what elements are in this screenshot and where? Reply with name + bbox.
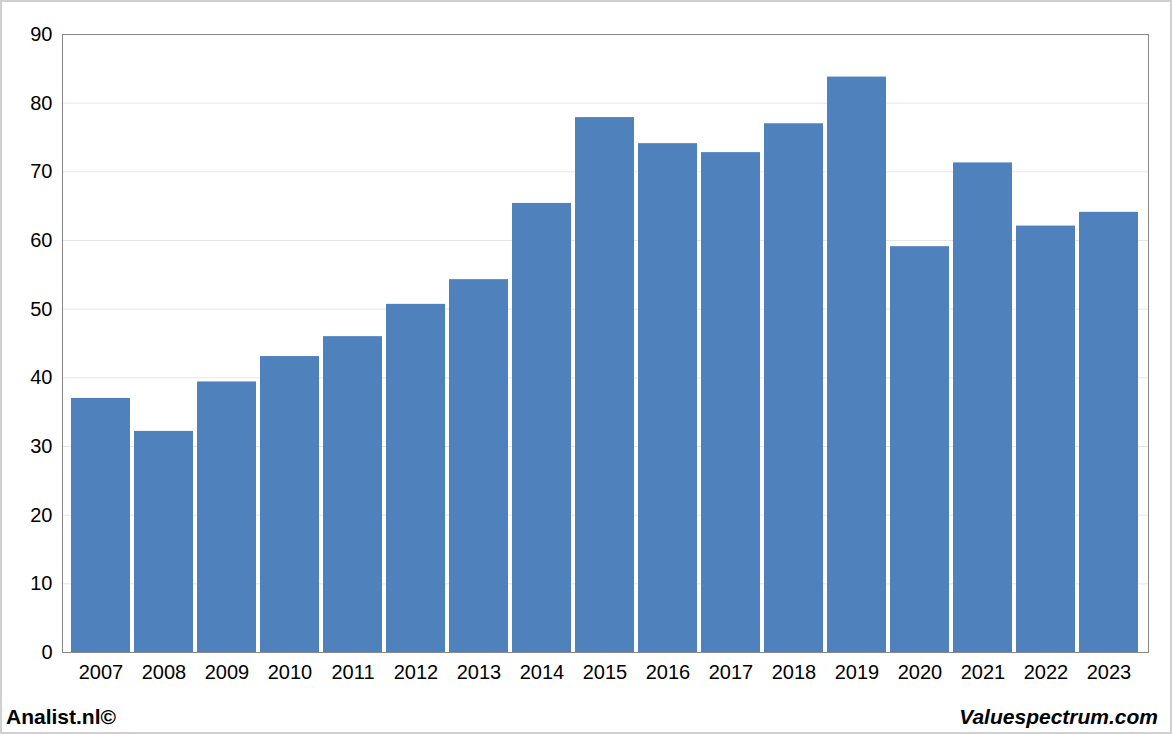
svg-text:2016: 2016 [646,661,691,683]
svg-text:2010: 2010 [268,661,313,683]
svg-text:30: 30 [30,435,52,457]
svg-text:2023: 2023 [1087,661,1132,683]
html-text:Analist.nl©: Analist.nl© [6,705,116,728]
svg-text:80: 80 [30,92,52,114]
svg-text:2021: 2021 [961,661,1006,683]
svg-text:2012: 2012 [394,661,439,683]
svg-text:2018: 2018 [772,661,817,683]
html-text:Valuespectrum.com: Valuespectrum.com [959,705,1158,728]
svg-text:2015: 2015 [583,661,628,683]
svg-text:2008: 2008 [142,661,187,683]
svg-text:2013: 2013 [457,661,502,683]
svg-text:2017: 2017 [709,661,754,683]
svg-text:2022: 2022 [1024,661,1069,683]
svg-text:2020: 2020 [898,661,943,683]
svg-text:2019: 2019 [835,661,880,683]
svg-text:2011: 2011 [331,661,374,683]
svg-text:90: 90 [30,23,52,45]
svg-text:2014: 2014 [520,661,565,683]
svg-text:50: 50 [30,298,52,320]
svg-text:40: 40 [30,366,52,388]
svg-text:60: 60 [30,229,52,251]
svg-text:70: 70 [30,160,52,182]
svg-text:0: 0 [41,641,52,663]
svg-text:2009: 2009 [205,661,250,683]
svg-text:10: 10 [30,572,52,594]
svg-text:2007: 2007 [79,661,124,683]
svg-text:20: 20 [30,504,52,526]
